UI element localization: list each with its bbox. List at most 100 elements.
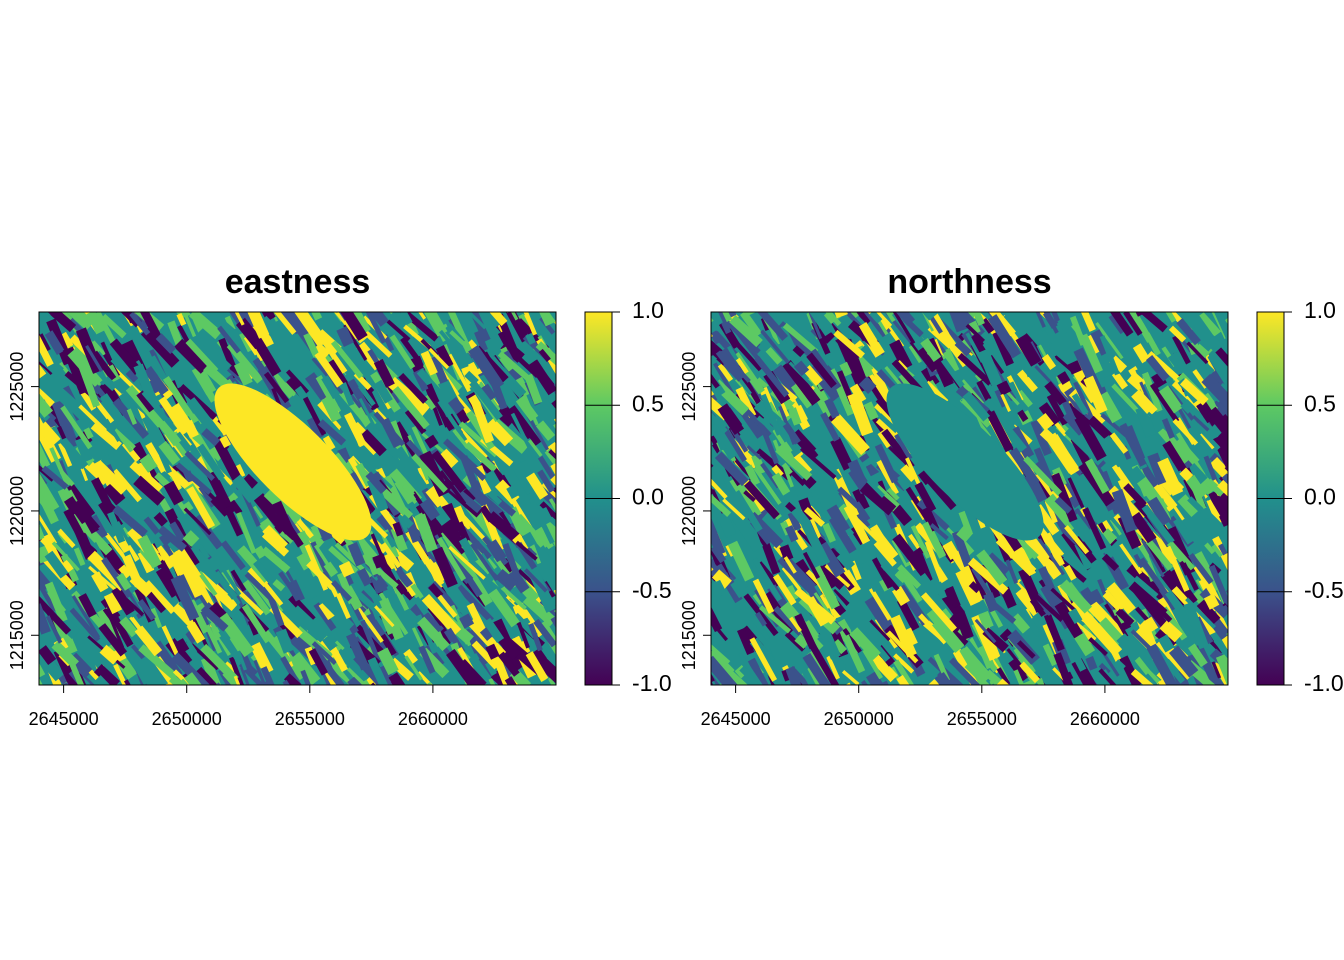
raster-streak — [447, 396, 465, 415]
raster-streak — [398, 372, 428, 404]
raster-streak — [1229, 553, 1242, 568]
raster-streak — [934, 671, 956, 685]
raster-streak — [1106, 582, 1136, 615]
raster-streak — [522, 594, 556, 627]
raster-streak — [123, 507, 151, 533]
raster-streak — [1057, 317, 1072, 334]
raster-streak — [730, 578, 749, 599]
raster-streak — [537, 455, 556, 492]
raster-streak — [421, 593, 462, 636]
raster-streak — [437, 400, 468, 442]
raster-streak — [1230, 671, 1242, 689]
raster-streak — [1172, 418, 1199, 446]
raster-streak — [735, 386, 757, 418]
raster-streak — [56, 690, 75, 709]
raster-streak — [485, 661, 497, 677]
raster-streak — [717, 363, 734, 382]
raster-streak — [842, 627, 862, 654]
raster-streak — [261, 312, 297, 335]
raster-streak — [150, 607, 163, 629]
raster-streak — [788, 407, 802, 426]
raster-streak — [987, 314, 1022, 359]
raster-streak — [538, 348, 551, 362]
colorbar-label: -0.5 — [1304, 577, 1344, 603]
raster-streak — [485, 417, 514, 447]
raster-streak — [996, 667, 1011, 685]
raster-streak — [1231, 472, 1248, 507]
raster-streak — [186, 639, 220, 671]
raster-streak — [358, 397, 377, 430]
raster-streak — [360, 429, 387, 457]
raster-streak — [880, 570, 900, 592]
raster-streak — [364, 682, 391, 685]
raster-streak — [920, 337, 942, 363]
raster-streak — [100, 313, 127, 339]
raster-streak — [366, 477, 389, 512]
raster-streak — [373, 358, 395, 388]
raster-streak — [781, 566, 802, 591]
raster-streak — [714, 683, 741, 685]
raster-streak — [283, 312, 304, 335]
raster-streak — [176, 638, 190, 653]
raster-streak — [968, 312, 985, 326]
raster-streak — [1152, 682, 1182, 685]
raster-streak — [148, 379, 161, 394]
raster-streak — [186, 486, 216, 529]
raster-streak — [826, 504, 851, 534]
raster-streak — [1190, 418, 1221, 451]
raster-streak — [491, 687, 513, 714]
raster-streak — [782, 359, 821, 406]
raster-streak — [1123, 483, 1147, 508]
raster-streak — [1241, 687, 1257, 706]
raster-streak — [569, 375, 585, 390]
raster-streak — [532, 647, 547, 664]
raster-streak — [403, 648, 418, 665]
raster-streak — [118, 564, 132, 579]
raster-streak — [1111, 371, 1129, 390]
raster-streak — [288, 594, 316, 623]
raster-streak — [1151, 482, 1178, 512]
raster-streak — [220, 540, 246, 571]
raster-streak — [447, 353, 471, 393]
raster-streak — [927, 690, 947, 727]
raster-streak — [1033, 447, 1058, 492]
raster-streak — [1181, 562, 1199, 591]
raster-streak — [262, 581, 284, 607]
raster-streak — [523, 568, 548, 593]
raster-streak — [501, 312, 519, 321]
raster-streak — [1210, 422, 1225, 437]
raster-streak — [54, 387, 80, 413]
raster-streak — [275, 628, 294, 654]
raster-streak — [1010, 613, 1031, 634]
raster-streak — [793, 451, 815, 475]
raster-streak — [425, 643, 445, 667]
raster-streak — [103, 481, 126, 506]
plot-frame — [38, 311, 557, 686]
raster-streak — [331, 580, 353, 602]
raster-streak — [117, 692, 155, 730]
raster-streak — [890, 614, 917, 658]
raster-streak — [355, 590, 384, 618]
raster-streak — [240, 667, 258, 685]
raster-streak — [411, 453, 448, 493]
raster-streak — [67, 652, 111, 685]
raster-streak — [1185, 597, 1216, 629]
raster-streak — [957, 352, 993, 386]
raster-streak — [141, 414, 167, 448]
raster-streak — [1132, 655, 1162, 685]
raster-streak — [289, 579, 305, 602]
raster-streak — [154, 545, 176, 570]
raster-streak — [525, 651, 549, 682]
raster-streak — [1029, 312, 1046, 328]
raster-streak — [794, 613, 817, 650]
raster-streak — [344, 412, 367, 448]
raster-streak — [364, 312, 389, 327]
raster-streak — [125, 369, 139, 383]
raster-streak — [1179, 377, 1209, 406]
raster-streak — [806, 352, 837, 389]
raster-streak — [556, 484, 572, 500]
raster-streak — [414, 312, 427, 320]
raster-streak — [842, 634, 866, 674]
raster-streak — [1158, 385, 1184, 414]
raster-streak — [260, 546, 291, 574]
